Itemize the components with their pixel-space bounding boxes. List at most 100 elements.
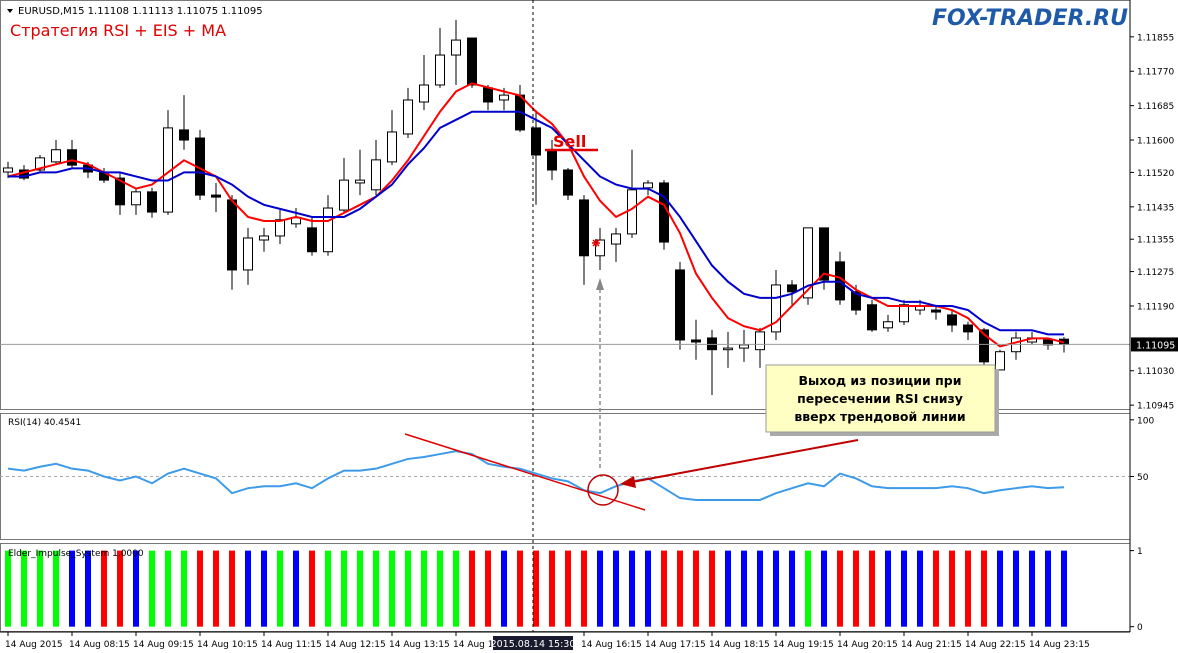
candle-body [67,149,77,166]
impulse-bar [293,550,299,627]
candle-body [995,351,1005,371]
crosshair-label: 2015.08.14 15:30 [491,639,576,650]
impulse-bar [741,550,747,627]
candle-body [179,129,189,141]
impulse-bar [821,550,827,627]
impulse-bar [197,550,203,627]
impulse-bar [117,550,123,627]
candle-body [227,199,237,271]
impulse-bar [421,550,427,627]
impulse-bar [277,550,283,627]
impulse-bar [37,550,43,627]
impulse-bar [1045,550,1051,627]
impulse-bar [581,550,587,627]
y-tick-label: 50 [1137,473,1149,483]
note-line: Выход из позиции при [798,373,961,388]
candle-body [387,131,397,163]
y-tick-label: 1.11770 [1137,68,1174,78]
impulse-bar [645,550,651,627]
y-tick-label: 1.11520 [1137,169,1174,179]
star-marker [592,239,600,247]
impulse-bar [437,550,443,627]
impulse-bar [341,550,347,627]
candle-body [51,149,61,163]
impulse-bar [677,550,683,627]
candle-body [259,235,269,241]
candle-body [419,84,429,103]
x-tick-label: 14 Aug 23:15 [1029,640,1090,650]
note-line: вверх трендовой линии [794,409,965,424]
candle-body [819,227,829,281]
y-tick-label: 1.10945 [1137,402,1174,412]
watermark: FOX-TRADER.RU [932,6,1128,31]
last-price-box [1131,337,1178,352]
candle-body [371,159,381,191]
candle-body [851,291,861,311]
y-tick-label: 1.11600 [1137,137,1174,147]
rsi-title: RSI(14) 40.4541 [8,418,81,428]
x-tick-label: 14 Aug 22:15 [965,640,1026,650]
impulse-bar [981,550,987,627]
x-tick-label: 14 Aug 13:15 [389,640,450,650]
impulse-bar [69,550,75,627]
x-tick-label: 14 Aug 18:15 [709,640,770,650]
impulse-bar [853,550,859,627]
strategy-title: Стратегия RSI + EIS + MA [10,21,226,40]
x-tick-label: 14 Aug 17:15 [645,640,706,650]
impulse-bar [997,550,1003,627]
impulse-bar [533,550,539,627]
crosshair-label-box [493,636,573,650]
impulse-bar [837,550,843,627]
candle-body [531,127,541,156]
last-price-label: 1.11095 [1136,340,1175,351]
note-line: пересечении RSI снизу [797,391,963,406]
trend-line [404,433,646,511]
impulse-bar [133,550,139,627]
symbol-info: EURUSD,M15 1.11108 1.11113 1.11075 1.110… [18,6,263,17]
impulse-bar [261,550,267,627]
impulse-bar [949,550,955,627]
candle-body [115,177,125,206]
candle-body [275,219,285,237]
impulse-bar [389,550,395,627]
impulse-bar [405,550,411,627]
y-tick-label: 1.11855 [1137,33,1174,43]
candle-body [579,199,589,257]
y-tick-label: 1.11275 [1137,268,1174,278]
y-tick-label: 1 [1137,547,1143,557]
impulse-bar [805,550,811,627]
impulse-bar [933,550,939,627]
impulse-bar [917,550,923,627]
impulse-bar [149,550,155,627]
candle-body [755,331,765,351]
impulse-bar [101,550,107,627]
impulse-bar [213,550,219,627]
candle-body [211,194,221,198]
candle-body [899,304,909,323]
candle-body [691,339,701,343]
note-box [765,364,996,433]
candle-body [867,304,877,331]
impulse-bar [53,550,59,627]
candle-body [323,207,333,253]
impulse-bar [1061,550,1067,627]
x-tick-label: 14 Aug 20:15 [837,640,898,650]
candle-body [547,149,557,171]
candle-body [963,324,973,333]
impulse-bar [165,550,171,627]
sell-label: Sell [553,132,586,151]
candle-body [403,99,413,135]
candle-body [435,54,445,86]
y-tick-label: 100 [1137,416,1154,426]
impulse-bar [965,550,971,627]
impulse-bar [1013,550,1019,627]
candle-body [35,157,45,171]
candle-body [627,189,637,235]
y-tick-label: 0 [1137,623,1143,633]
moving-average [8,110,1064,336]
x-tick-label: 14 Aug 21:15 [901,640,962,650]
